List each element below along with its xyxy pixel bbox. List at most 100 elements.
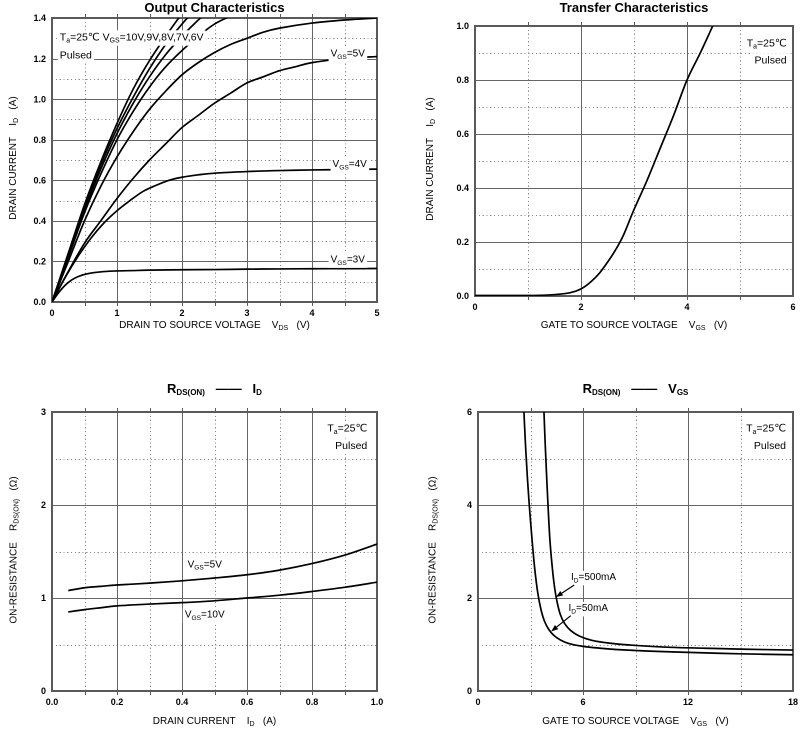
curve-label: VGS=5V bbox=[328, 47, 368, 62]
label-background bbox=[744, 36, 789, 52]
label-background bbox=[566, 602, 611, 617]
chart-text: 0 bbox=[475, 697, 480, 707]
chart-text: 0 bbox=[41, 686, 46, 696]
chart-text: Pulsed bbox=[60, 50, 92, 62]
label-background bbox=[328, 47, 368, 62]
curve-VGS=10V bbox=[68, 581, 377, 613]
plot-border bbox=[51, 17, 378, 303]
curve-ID bbox=[475, 26, 714, 296]
chart-output-characteristics: 0 1 2 3 4 5 0.0 0.2 0.4 0.6 0.8 1.0 1.2 1.4 Ta=25℃ VGS… bbox=[0, 0, 405, 368]
chart-text: Pulsed bbox=[754, 440, 786, 452]
x-axis-label: GATE TO SOURCE VOLTAGE VGS (V) bbox=[540, 320, 728, 332]
chart-text: VGS=5V bbox=[331, 49, 366, 61]
chart-text: 0.8 bbox=[456, 75, 469, 85]
chart-text: 0 bbox=[49, 308, 54, 318]
plot-border bbox=[51, 411, 378, 692]
chart-text: Ta=25℃ bbox=[327, 423, 367, 436]
chart-text: 3 bbox=[244, 308, 249, 318]
curve-VGS=5V bbox=[68, 543, 377, 592]
chart-text: 4 bbox=[467, 500, 472, 510]
chart-text: 0 bbox=[472, 302, 477, 312]
chart-text: 18 bbox=[788, 697, 798, 707]
condition-annotation: Ta=25℃ Pulsed bbox=[744, 36, 789, 68]
chart-title: RDS(ON) —— VGS bbox=[582, 381, 689, 397]
label-arrow-line bbox=[556, 615, 572, 628]
series-curves bbox=[475, 26, 714, 296]
chart-text: 0.0 bbox=[46, 697, 59, 707]
label-background bbox=[57, 30, 206, 46]
plot-border bbox=[474, 25, 794, 297]
label-arrow-line bbox=[561, 584, 575, 594]
curve-ID=50mA bbox=[523, 412, 793, 656]
chart-text: ID=50mA bbox=[568, 603, 608, 615]
grid-minor bbox=[52, 412, 377, 691]
grid-minor bbox=[475, 26, 793, 296]
curve-label: VGS=10V bbox=[182, 608, 227, 623]
plot-svg: 0 2 4 6 0.0 0.2 0.4 0.6 0.8 1.0 Ta=25℃ Pulsed bbox=[456, 21, 795, 312]
curve-label: VGS=3V bbox=[328, 253, 368, 268]
chart-text: 0 bbox=[467, 686, 472, 696]
chart-text: 2 bbox=[41, 500, 46, 510]
chart-text: 0.2 bbox=[111, 697, 124, 707]
chart-text: 4 bbox=[684, 302, 689, 312]
tick-labels: 0 1 2 3 4 5 0.0 0.2 0.4 0.6 0.8 1.0 1.2 1.4 bbox=[33, 13, 379, 318]
chart-text: 0.4 bbox=[456, 183, 469, 193]
chart-text: 1 bbox=[114, 308, 119, 318]
chart-text: 1.4 bbox=[33, 13, 46, 23]
chart-text: ID=500mA bbox=[571, 572, 616, 584]
chart-text: Ta=25℃ VGS=10V,9V,8V,7V,6V bbox=[60, 31, 204, 44]
curve-label: ID=500mA bbox=[555, 570, 619, 598]
chart-text: 1 bbox=[41, 593, 46, 603]
curve-label: ID=50mA bbox=[551, 602, 611, 632]
chart-text: 0.6 bbox=[33, 175, 46, 185]
curve-VGS=10V bbox=[52, 18, 180, 302]
label-background bbox=[751, 439, 789, 454]
series-curves bbox=[68, 543, 377, 613]
grid-major bbox=[52, 18, 377, 302]
chart-text: 1.0 bbox=[33, 94, 46, 104]
chart-text: 0.8 bbox=[306, 697, 319, 707]
series-curves bbox=[52, 18, 377, 302]
chart-text: 4 bbox=[309, 308, 314, 318]
chart-text: 0.6 bbox=[456, 129, 469, 139]
chart-text: 0.8 bbox=[33, 135, 46, 145]
y-axis-label: ON-RESISTANCE RDS(ON) (Ω) bbox=[8, 475, 20, 624]
chart-text: Ta=25℃ bbox=[746, 423, 786, 436]
label-background bbox=[328, 253, 368, 268]
label-background bbox=[333, 439, 370, 454]
label-background bbox=[325, 421, 370, 437]
chart-text: Ta=25℃ bbox=[747, 37, 787, 50]
x-axis-label: DRAIN CURRENT ID (A) bbox=[152, 716, 277, 728]
chart-text: 2 bbox=[467, 593, 472, 603]
label-background bbox=[57, 48, 95, 63]
chart-text: 0.2 bbox=[33, 257, 46, 267]
plot-border bbox=[477, 411, 794, 692]
curve-VGS=6V bbox=[52, 18, 377, 302]
chart-text: VGS=5V bbox=[188, 559, 223, 571]
label-background bbox=[568, 570, 619, 586]
curve-label: VGS=4V bbox=[330, 158, 370, 173]
chart-text: 5 bbox=[374, 308, 379, 318]
chart-text: Pulsed bbox=[755, 54, 787, 66]
chart-text: 6 bbox=[790, 302, 795, 312]
label-arrow-head bbox=[551, 625, 559, 632]
chart-text: 0.4 bbox=[176, 697, 189, 707]
grid-major bbox=[478, 412, 793, 691]
x-axis-label: GATE TO SOURCE VOLTAGE VGS (V) bbox=[542, 716, 729, 728]
label-background bbox=[185, 558, 225, 573]
chart-text: 6 bbox=[467, 407, 472, 417]
chart-text: 2 bbox=[179, 308, 184, 318]
chart-transfer-characteristics: 0 2 4 6 0.0 0.2 0.4 0.6 0.8 1.0 Ta=25℃ Pulsed Trans… bbox=[405, 0, 810, 368]
chart-text: VGS=10V bbox=[185, 610, 225, 622]
grid-minor bbox=[52, 18, 377, 302]
chart-text: Pulsed bbox=[335, 440, 367, 452]
plot-svg: 0 1 2 3 4 5 0.0 0.2 0.4 0.6 0.8 1.0 1.2 1.4 Ta=25℃ VGS… bbox=[33, 13, 379, 318]
chart-text: 0.0 bbox=[456, 291, 469, 301]
tick-labels: 0 2 4 6 0.0 0.2 0.4 0.6 0.8 1.0 bbox=[456, 21, 795, 312]
tick-labels: 0 6 12 18 0 2 4 6 bbox=[467, 407, 798, 707]
grid-minor bbox=[478, 412, 793, 691]
label-arrow-head bbox=[555, 591, 564, 598]
chart-text: 3 bbox=[41, 407, 46, 417]
chart-text: 12 bbox=[683, 697, 693, 707]
